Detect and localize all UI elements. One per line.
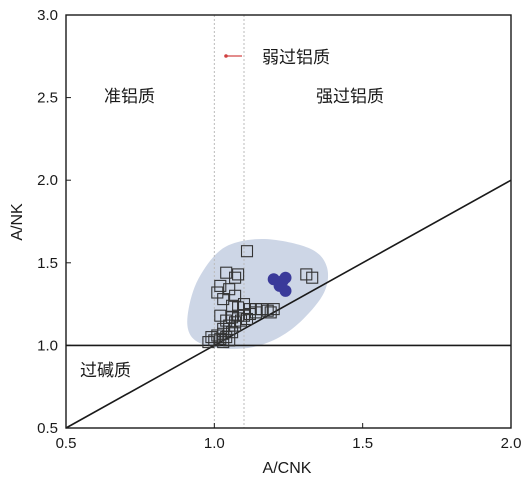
region-label-weakly-peraluminous: 弱过铝质	[262, 48, 330, 68]
data-point-square	[217, 293, 230, 306]
y-tick-label: 0.5	[37, 420, 58, 437]
data-point-square	[229, 289, 242, 302]
y-tick-label: 2.0	[37, 172, 58, 189]
weak-peraluminous-pointer-dot	[224, 54, 228, 58]
data-point-square	[240, 312, 254, 326]
x-tick-label: 1.5	[352, 435, 373, 452]
data-point-square	[306, 271, 319, 284]
data-point-square	[240, 245, 254, 258]
data-point-square	[232, 268, 245, 281]
data-point-square	[214, 279, 227, 292]
x-tick-label: 2.0	[501, 435, 522, 452]
region-label-peralkaline: 过碱质	[80, 361, 131, 381]
x-tick-label: 0.5	[56, 435, 77, 452]
y-tick-label: 3.0	[37, 7, 58, 24]
region-label-strongly-peraluminous: 强过铝质	[316, 87, 384, 107]
x-tick-label: 1.0	[204, 435, 225, 452]
region-label-metaluminous: 准铝质	[104, 87, 155, 107]
diagonal-reference-line	[65, 179, 512, 429]
data-point-square	[267, 303, 280, 316]
plot-frame	[65, 14, 512, 429]
y-tick-label: 1.0	[37, 337, 58, 354]
data-point-square	[249, 306, 262, 319]
data-point-square	[223, 334, 236, 347]
plot-area	[65, 14, 512, 429]
data-point-square	[264, 306, 277, 319]
y-tick-label: 1.5	[37, 255, 58, 272]
y-tick-label: 2.5	[37, 90, 58, 107]
data-point-square	[229, 319, 242, 332]
x-axis-title: A/CNK	[263, 460, 312, 477]
x-axis-ticks: 0.5 1.0 1.5 2.0	[56, 423, 522, 452]
data-point-square	[208, 334, 221, 347]
y-axis-title: A/NK	[9, 203, 26, 241]
data-point-circle	[279, 284, 292, 297]
y-axis-ticks: 0.5 1.0 1.5 2.0 2.5 3.0	[37, 7, 71, 437]
data-points	[202, 245, 319, 349]
